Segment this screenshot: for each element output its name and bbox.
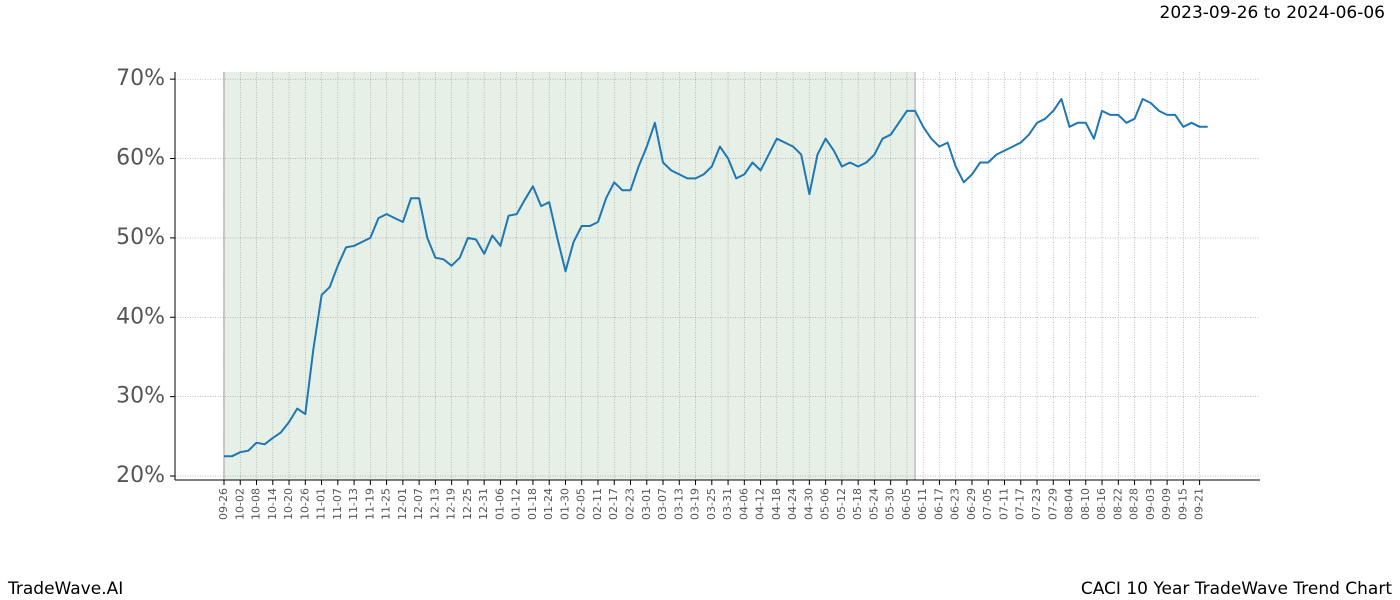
x-tick-label: 03-31 <box>721 488 734 520</box>
x-tick-label: 06-23 <box>949 488 962 520</box>
y-tick-label: 30% <box>116 384 165 409</box>
x-tick-label: 12-25 <box>461 488 474 520</box>
x-tick-label: 06-17 <box>932 488 945 520</box>
x-tick-label: 09-03 <box>1144 488 1157 520</box>
x-tick-label: 09-21 <box>1193 488 1206 520</box>
x-tick-label: 11-13 <box>347 488 360 520</box>
y-tick-label: 50% <box>116 225 165 250</box>
trend-line <box>224 98 1208 458</box>
date-range: 2023-09-26 to 2024-06-06 <box>1160 3 1385 23</box>
x-tick-label: 03-01 <box>640 488 653 520</box>
x-tick-label: 07-17 <box>1014 488 1027 520</box>
x-tick-label: 05-24 <box>867 488 880 520</box>
x-tick-label: 09-15 <box>1176 488 1189 520</box>
x-tick-label: 06-05 <box>900 488 913 520</box>
footer-right: CACI 10 Year TradeWave Trend Chart <box>1081 579 1393 599</box>
x-tick-label: 08-16 <box>1095 488 1108 520</box>
x-tick-label: 01-06 <box>493 488 506 520</box>
x-tick-label: 03-19 <box>689 488 702 520</box>
x-tick-label: 11-01 <box>315 488 328 520</box>
x-tick-label: 04-18 <box>770 488 783 520</box>
x-tick-label: 03-13 <box>672 488 685 520</box>
x-tick-label: 10-14 <box>266 488 279 520</box>
y-tick-label: 60% <box>116 146 165 171</box>
x-tick-label: 10-20 <box>282 488 295 520</box>
x-tick-label: 01-12 <box>510 488 523 520</box>
x-tick-label: 01-18 <box>526 488 539 520</box>
x-tick-label: 03-25 <box>705 488 718 520</box>
x-tick-label: 05-06 <box>819 488 832 520</box>
y-tick-label: 20% <box>116 463 165 488</box>
x-tick-label: 11-07 <box>331 488 344 520</box>
x-tick-label: 05-30 <box>884 488 897 520</box>
x-tick-label: 07-23 <box>1030 488 1043 520</box>
x-tick-label: 12-07 <box>412 488 425 520</box>
x-tick-label: 04-12 <box>754 488 767 520</box>
footer-left: TradeWave.AI <box>7 579 123 599</box>
x-tick-label: 06-29 <box>965 488 978 520</box>
x-tick-label: 04-24 <box>786 488 799 520</box>
x-tick-label: 02-11 <box>591 488 604 520</box>
x-tick-label: 01-24 <box>542 488 555 520</box>
x-tick-label: 11-19 <box>363 488 376 520</box>
x-tick-label: 08-28 <box>1128 488 1141 520</box>
x-tick-label: 12-01 <box>396 488 409 520</box>
x-tick-label: 05-18 <box>851 488 864 520</box>
x-tick-label: 12-19 <box>445 488 458 520</box>
y-tick-label: 70% <box>116 66 165 91</box>
x-tick-label: 10-26 <box>298 488 311 520</box>
x-tick-label: 02-23 <box>624 488 637 520</box>
x-tick-label: 02-17 <box>607 488 620 520</box>
y-tick-label: 40% <box>116 304 165 329</box>
x-tick-label: 03-07 <box>656 488 669 520</box>
x-tick-label: 01-30 <box>558 488 571 520</box>
x-tick-label: 06-11 <box>916 488 929 520</box>
x-tick-label: 10-02 <box>233 488 246 520</box>
x-tick-label: 10-08 <box>250 488 263 520</box>
x-tick-label: 08-22 <box>1111 488 1124 520</box>
x-tick-label: 04-30 <box>802 488 815 520</box>
x-tick-label: 05-12 <box>835 488 848 520</box>
x-tick-label: 02-05 <box>575 488 588 520</box>
x-tick-label: 04-06 <box>737 488 750 520</box>
x-tick-label: 12-13 <box>428 488 441 520</box>
x-tick-label: 07-05 <box>981 488 994 520</box>
x-tick-label: 09-26 <box>217 488 230 520</box>
x-tick-label: 12-31 <box>477 488 490 520</box>
x-tick-label: 08-04 <box>1063 488 1076 520</box>
x-tick-label: 11-25 <box>380 488 393 520</box>
x-tick-label: 09-09 <box>1160 488 1173 520</box>
x-tick-label: 07-11 <box>997 488 1010 520</box>
x-tick-label: 08-10 <box>1079 488 1092 520</box>
x-tick-label: 07-29 <box>1046 488 1059 520</box>
shaded-region <box>224 72 916 480</box>
